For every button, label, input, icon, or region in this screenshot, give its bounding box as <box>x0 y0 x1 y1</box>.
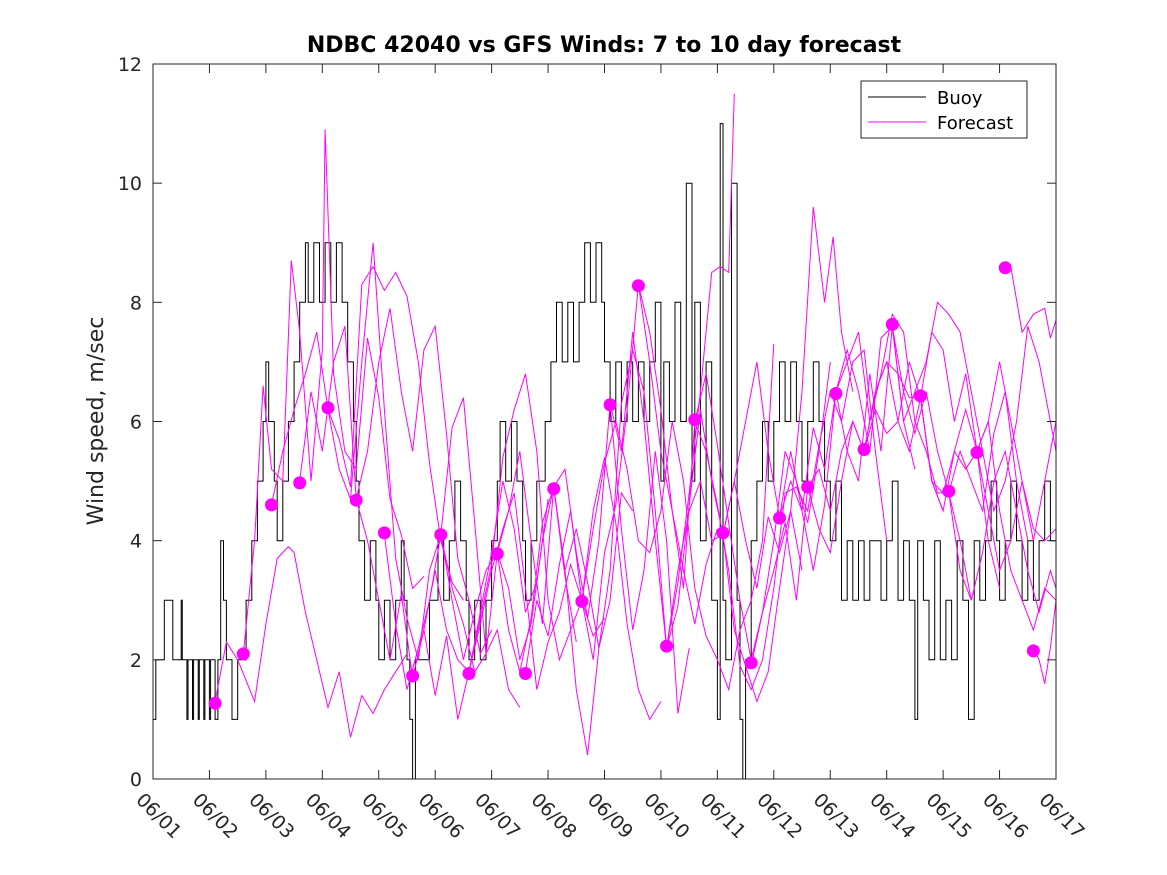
legend-label-forecast: Forecast <box>937 113 1013 134</box>
forecast-marker <box>293 476 307 490</box>
y-tick-label: 10 <box>118 173 142 195</box>
x-tick-label: 06/16 <box>978 789 1032 843</box>
forecast-run-line <box>468 457 662 721</box>
forecast-marker <box>349 493 363 507</box>
forecast-run-line <box>779 326 972 601</box>
forecast-marker <box>575 594 589 608</box>
forecast-marker <box>434 528 448 542</box>
x-tick-label: 06/06 <box>414 789 468 843</box>
forecast-run-line <box>807 360 1001 589</box>
forecast-marker <box>970 446 984 459</box>
y-axis-label: Wind speed, m/sec <box>84 317 109 526</box>
forecast-marker <box>631 279 645 293</box>
x-tick-label: 06/10 <box>639 789 693 843</box>
forecast-marker <box>829 387 843 400</box>
x-tick-label: 06/09 <box>583 789 637 843</box>
forecast-marker <box>857 443 871 456</box>
y-tick-label: 6 <box>130 412 142 434</box>
forecast-marker <box>265 498 278 512</box>
forecast-run-line <box>609 332 803 704</box>
y-tick-label: 12 <box>118 54 142 76</box>
forecast-run-line <box>581 343 775 692</box>
forecast-run-line <box>637 284 831 660</box>
x-tick-label: 06/01 <box>131 789 185 843</box>
forecast-run-line <box>496 403 690 714</box>
forecast-run-line <box>666 206 854 648</box>
x-tick-label: 06/12 <box>752 789 806 843</box>
forecast-run-line <box>299 308 493 656</box>
y-tick-label: 2 <box>130 650 142 672</box>
legend-label-buoy: Buoy <box>937 88 983 109</box>
forecast-marker <box>1026 644 1040 658</box>
x-tick-label: 06/17 <box>1034 789 1088 843</box>
forecast-run-line <box>750 361 944 666</box>
forecast-marker <box>208 696 222 710</box>
forecast-run-line <box>920 397 1057 632</box>
x-tick-label: 06/03 <box>244 789 298 843</box>
forecast-marker <box>801 480 815 494</box>
forecast-marker <box>744 656 758 670</box>
buoy-series <box>153 123 1056 780</box>
forecast-marker <box>236 647 250 661</box>
forecast-daily-markers <box>208 261 1040 710</box>
forecast-marker <box>942 484 956 498</box>
x-tick-label: 06/13 <box>809 789 863 843</box>
forecast-marker <box>519 667 532 680</box>
chart-title: NDBC 42040 vs GFS Winds: 7 to 10 day for… <box>307 33 902 58</box>
forecast-series <box>214 93 1057 756</box>
forecast-marker <box>490 547 504 561</box>
forecast-marker <box>688 413 702 427</box>
forecast-run-line <box>355 480 549 678</box>
forecast-run-line <box>835 312 1029 541</box>
forecast-run-line <box>383 397 577 690</box>
forecast-marker <box>773 511 786 525</box>
y-tick-label: 8 <box>130 292 142 314</box>
forecast-run-line <box>214 545 408 738</box>
forecast-run-line <box>976 421 1057 573</box>
x-tick-label: 06/11 <box>696 789 750 843</box>
forecast-run-line <box>440 451 634 756</box>
forecast-run-line <box>891 301 1057 513</box>
forecast-run-line <box>271 265 464 601</box>
x-tick-label: 06/04 <box>301 789 355 843</box>
forecast-marker <box>547 482 561 496</box>
forecast-run-line <box>327 242 521 708</box>
forecast-marker <box>321 401 335 415</box>
forecast-run-line <box>722 325 916 535</box>
y-tick-label: 0 <box>130 769 142 791</box>
x-tick-label: 06/08 <box>527 789 581 843</box>
forecast-marker <box>885 317 899 331</box>
forecast-marker <box>914 389 927 403</box>
forecast-marker <box>603 398 617 412</box>
forecast-marker <box>660 639 674 653</box>
forecast-run-line <box>1032 600 1057 684</box>
forecast-run-line <box>412 373 605 720</box>
x-tick-label: 06/07 <box>470 789 524 843</box>
buoy-line <box>153 123 1056 780</box>
forecast-run-line <box>242 129 425 654</box>
forecast-marker <box>406 669 420 683</box>
forecast-marker <box>377 526 391 540</box>
x-tick-label: 06/14 <box>865 789 919 843</box>
y-tick-label: 4 <box>130 531 142 553</box>
x-tick-label: 06/02 <box>188 789 242 843</box>
legend: Buoy Forecast <box>860 80 1028 139</box>
forecast-marker <box>462 667 476 680</box>
forecast-marker <box>998 261 1012 275</box>
x-tick-label: 06/05 <box>357 789 411 843</box>
forecast-run-line <box>694 348 888 691</box>
legend-box <box>860 80 1028 139</box>
forecast-run-line <box>948 449 1057 615</box>
forecast-marker <box>716 526 730 540</box>
x-tick-label: 06/15 <box>922 789 976 843</box>
forecast-run-line <box>525 284 718 672</box>
